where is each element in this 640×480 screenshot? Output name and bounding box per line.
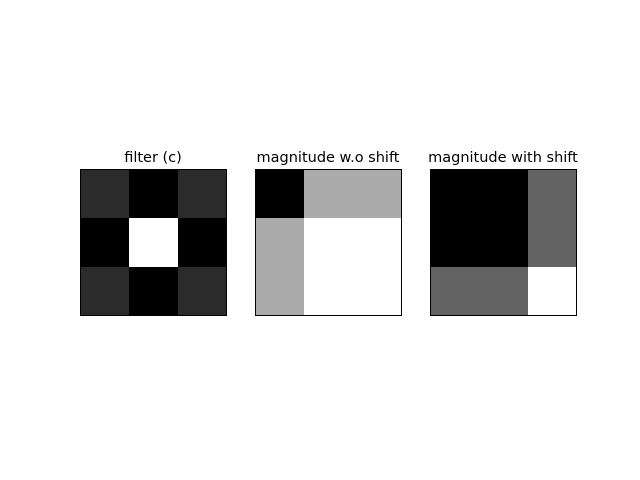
heatmap-cell-r1-c0 bbox=[255, 218, 305, 268]
heatmap-cell-r0-c0 bbox=[80, 169, 130, 219]
panel-magnitude-wo-shift: magnitude w.o shift bbox=[255, 150, 402, 316]
panel-magnitude-with-shift: magnitude with shift bbox=[428, 150, 578, 316]
axes-frame-magnitude-with-shift bbox=[430, 169, 577, 316]
heatmap-cell-r1-c0 bbox=[80, 218, 130, 268]
heatmap-cell-r0-c0 bbox=[255, 169, 305, 219]
heatmap-cell-r0-c0 bbox=[430, 169, 480, 219]
heatmap-cell-r1-c1 bbox=[479, 218, 529, 268]
heatmap-cell-r2-c0 bbox=[80, 266, 130, 316]
heatmap-cell-r1-c2 bbox=[177, 218, 227, 268]
heatmap-cell-r0-c1 bbox=[304, 169, 354, 219]
heatmap-cell-r0-c2 bbox=[527, 169, 577, 219]
panel-filter-c: filter (c) bbox=[80, 150, 227, 316]
panel-title-magnitude-with-shift: magnitude with shift bbox=[428, 150, 578, 166]
heatmap-cell-r2-c2 bbox=[352, 266, 402, 316]
heatmap-cell-r2-c1 bbox=[129, 266, 179, 316]
axes-frame-filter-c bbox=[80, 169, 227, 316]
heatmap-cell-r0-c1 bbox=[129, 169, 179, 219]
heatmap-cell-r2-c1 bbox=[304, 266, 354, 316]
axes-frame-magnitude-wo-shift bbox=[255, 169, 402, 316]
heatmap-cell-r1-c2 bbox=[527, 218, 577, 268]
heatmap-cell-r2-c1 bbox=[479, 266, 529, 316]
heatmap-cells-magnitude-with-shift bbox=[430, 169, 577, 316]
heatmap-cells-magnitude-wo-shift bbox=[255, 169, 402, 316]
heatmap-cell-r0-c2 bbox=[177, 169, 227, 219]
heatmap-cell-r1-c1 bbox=[304, 218, 354, 268]
heatmap-cell-r1-c0 bbox=[430, 218, 480, 268]
panel-title-filter-c: filter (c) bbox=[124, 150, 182, 166]
heatmap-cell-r2-c2 bbox=[527, 266, 577, 316]
heatmap-cells-filter-c bbox=[80, 169, 227, 316]
heatmap-cell-r0-c1 bbox=[479, 169, 529, 219]
heatmap-cell-r1-c2 bbox=[352, 218, 402, 268]
heatmap-cell-r2-c0 bbox=[430, 266, 480, 316]
heatmap-cell-r0-c2 bbox=[352, 169, 402, 219]
heatmap-cell-r1-c1 bbox=[129, 218, 179, 268]
heatmap-cell-r2-c2 bbox=[177, 266, 227, 316]
heatmap-cell-r2-c0 bbox=[255, 266, 305, 316]
panel-title-magnitude-wo-shift: magnitude w.o shift bbox=[257, 150, 400, 166]
